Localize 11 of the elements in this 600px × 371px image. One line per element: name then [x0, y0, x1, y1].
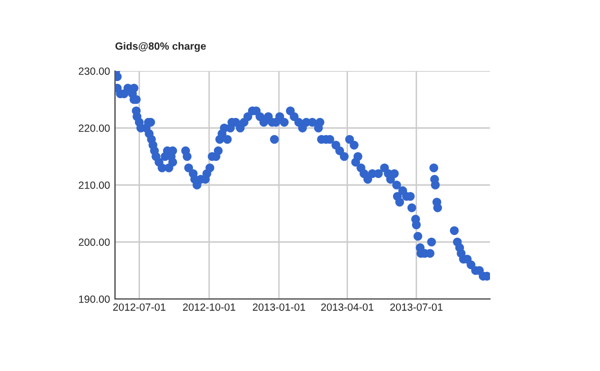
x-tick-label: 2012-07-01 — [113, 303, 166, 311]
x-tick-label: 2013-07-01 — [390, 303, 443, 311]
y-tick-label: 190.00 — [79, 296, 110, 303]
chart-title: Gids@80% charge — [115, 42, 206, 52]
y-tick-label: 220.00 — [78, 124, 110, 132]
x-tick-label: 2013-01-01 — [252, 303, 306, 311]
y-tick-label: 230.00 — [78, 68, 110, 75]
x-tick-label: 2013-04-01 — [321, 303, 374, 311]
y-tick-label: 210.00 — [78, 182, 110, 189]
y-tick-label: 200.00 — [78, 238, 110, 246]
x-tick-label: 2012-10-01 — [183, 303, 236, 311]
